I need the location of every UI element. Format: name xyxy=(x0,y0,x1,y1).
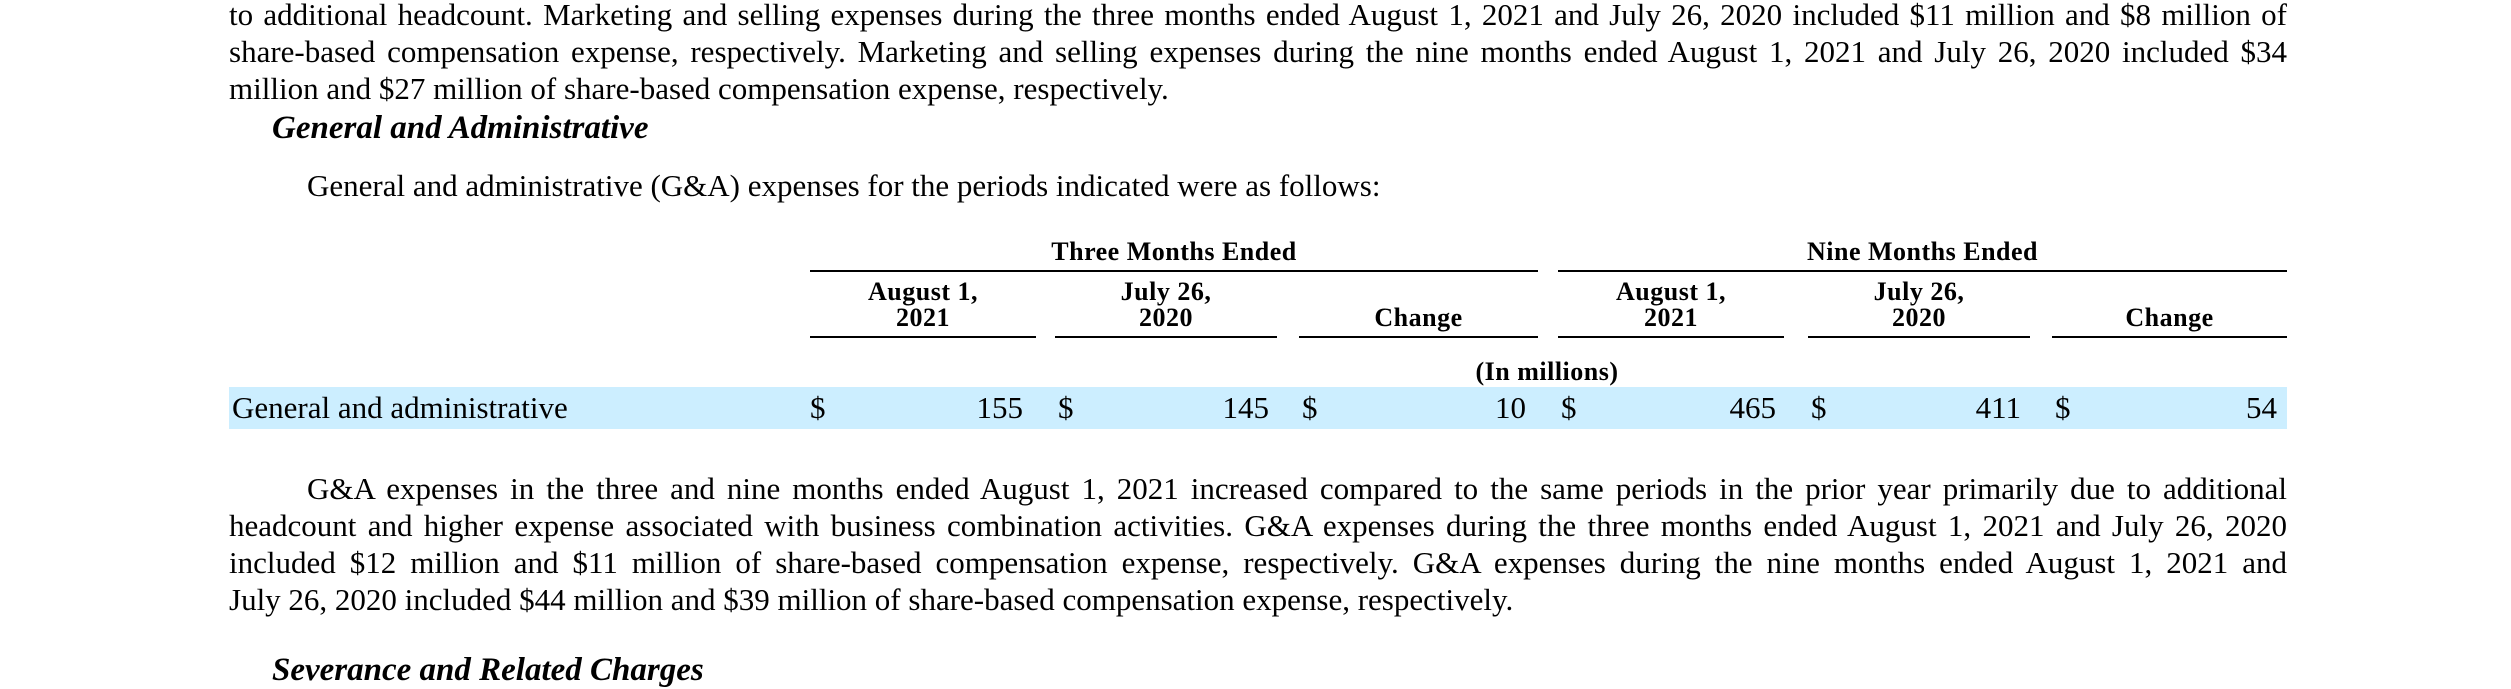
column-rule xyxy=(2052,336,2287,338)
currency-symbol: $ xyxy=(1561,390,1577,425)
group-rule xyxy=(1558,270,2287,272)
paragraph-line: to additional headcount. Marketing and s… xyxy=(229,0,2287,32)
ga-explanation-paragraph: G&A expenses in the three and nine month… xyxy=(229,470,2287,618)
currency-symbol: $ xyxy=(1302,390,1318,425)
marketing-selling-paragraph: to additional headcount. Marketing and s… xyxy=(229,0,2287,107)
value-jul-2020-9m: 411 xyxy=(1975,390,2021,425)
paragraph-line: G&A expenses in the three and nine month… xyxy=(307,471,2287,506)
group-rule xyxy=(810,270,1538,272)
col-header-jul-2020-9m: July 26, 2020 xyxy=(1873,277,1965,332)
currency-symbol: $ xyxy=(1058,390,1074,425)
paragraph-line: included $12 million and $11 million of … xyxy=(229,545,2287,580)
col-header-aug-2021-3m: August 1, 2021 xyxy=(868,277,978,332)
currency-symbol: $ xyxy=(1811,390,1827,425)
paragraph-line: July 26, 2020 included $44 million and $… xyxy=(229,582,1514,617)
column-rule xyxy=(1808,336,2030,338)
row-label: General and administrative xyxy=(232,390,568,425)
paragraph-line: headcount and higher expense associated … xyxy=(229,508,2287,543)
value-jul-2020-3m: 145 xyxy=(1222,390,1270,425)
table-row xyxy=(229,387,2287,429)
value-aug-2021-9m: 465 xyxy=(1729,390,1777,425)
units-note: (In millions) xyxy=(1475,357,1619,386)
intro-text: General and administrative (G&A) expense… xyxy=(307,168,1381,203)
paragraph-line: share-based compensation expense, respec… xyxy=(229,34,2287,69)
nine-months-header: Nine Months Ended xyxy=(1807,237,2038,266)
section-heading: General and Administrative xyxy=(272,110,649,146)
col-header-jul-2020-3m: July 26, 2020 xyxy=(1120,277,1212,332)
col-header-aug-2021-9m: August 1, 2021 xyxy=(1616,277,1726,332)
value-change-3m: 10 xyxy=(1495,390,1526,425)
three-months-header: Three Months Ended xyxy=(1051,237,1297,266)
value-aug-2021-3m: 155 xyxy=(976,390,1024,425)
currency-symbol: $ xyxy=(810,390,826,425)
column-rule xyxy=(1055,336,1277,338)
next-section-heading: Severance and Related Charges xyxy=(272,652,704,688)
column-rule xyxy=(1558,336,1784,338)
column-rule xyxy=(1299,336,1538,338)
col-header-change-3m: Change xyxy=(1374,303,1463,332)
column-rule xyxy=(810,336,1036,338)
col-header-change-9m: Change xyxy=(2125,303,2214,332)
currency-symbol: $ xyxy=(2055,390,2071,425)
value-change-9m: 54 xyxy=(2246,390,2277,425)
paragraph-line: million and $27 million of share-based c… xyxy=(229,71,1169,106)
